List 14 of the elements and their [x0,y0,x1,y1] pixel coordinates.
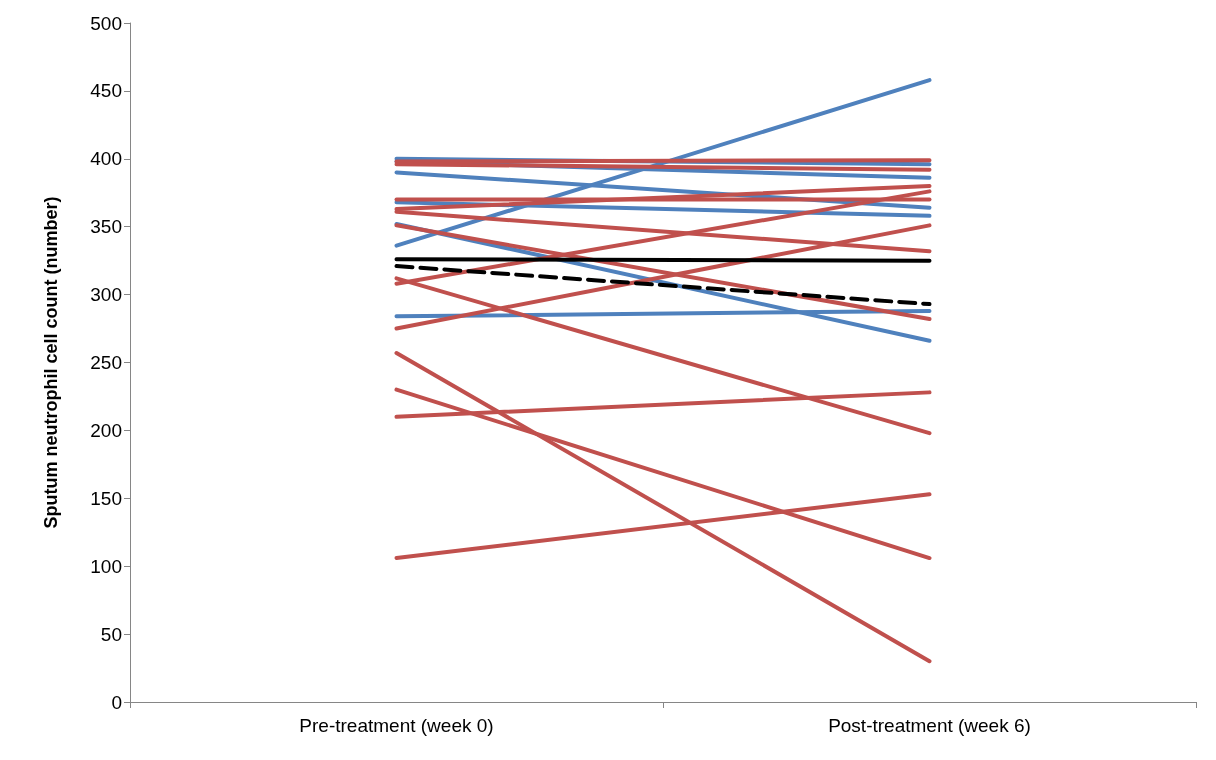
y-tick-label: 0 [111,691,122,713]
y-tick-label: 150 [90,487,122,509]
y-tick-label: 450 [90,80,122,102]
y-tick-label: 250 [90,352,122,373]
y-tick-label: 400 [90,148,122,170]
y-tick-label: 50 [100,623,122,645]
y-tick-label: 300 [90,284,122,306]
y-tick-label: 500 [90,12,122,34]
x-tick-label: Pre-treatment (week 0) [299,715,494,736]
y-tick-label: 100 [90,555,122,577]
y-axis-title: Sputum neutrophil cell count (number) [41,196,61,529]
x-tick-label: Post-treatment (week 6) [828,715,1031,736]
y-tick-label: 350 [90,216,122,238]
y-tick-label: 200 [90,419,122,441]
